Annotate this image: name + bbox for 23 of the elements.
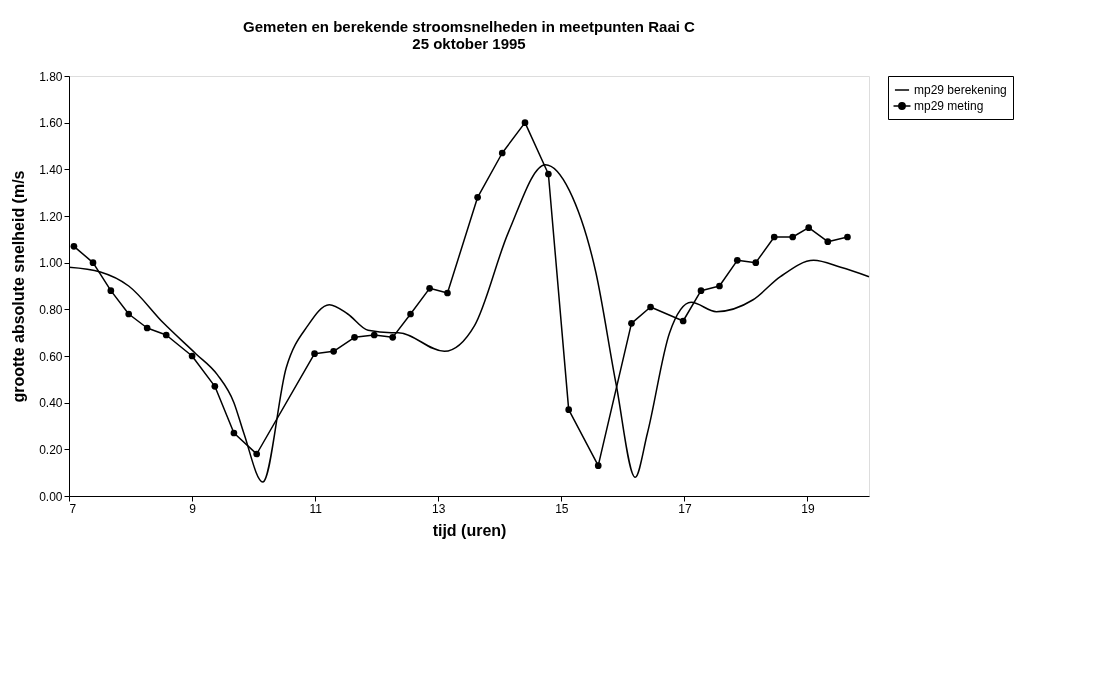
x-tick-label: 13 [432,501,446,516]
y-tick-label: 1.80 [39,69,63,84]
x-tick-label: 17 [678,501,692,516]
y-tick-label: 0.60 [39,349,63,364]
x-tick-label: 15 [555,501,569,516]
y-tick-label: 0.80 [39,302,63,317]
y-tick-label: 1.00 [39,256,63,271]
y-tick-label: 1.60 [39,116,63,131]
text: 25 oktober 1995 [412,35,526,52]
y-tick-label: 0.20 [39,442,63,457]
x-axis-title: tijd (uren) [432,521,507,539]
y-axis-title: grootte absolute snelheid (m/s [10,170,28,403]
y-tick-label: 1.40 [39,162,63,177]
legend-label: mp29 berekening [914,83,1007,97]
x-tick-label: 19 [801,501,815,516]
y-tick-label: 0.40 [39,396,63,411]
x-tick-label: 7 [69,501,77,516]
x-tick-label: 11 [309,501,323,516]
x-tick-label: 9 [189,501,197,516]
y-tick-label: 1.20 [39,209,63,224]
legend-label: mp29 meting [914,99,984,113]
y-tick-label: 0.00 [39,489,63,504]
text: Gemeten en berekende stroomsnelheden in meetpunten Raai C [243,18,695,35]
